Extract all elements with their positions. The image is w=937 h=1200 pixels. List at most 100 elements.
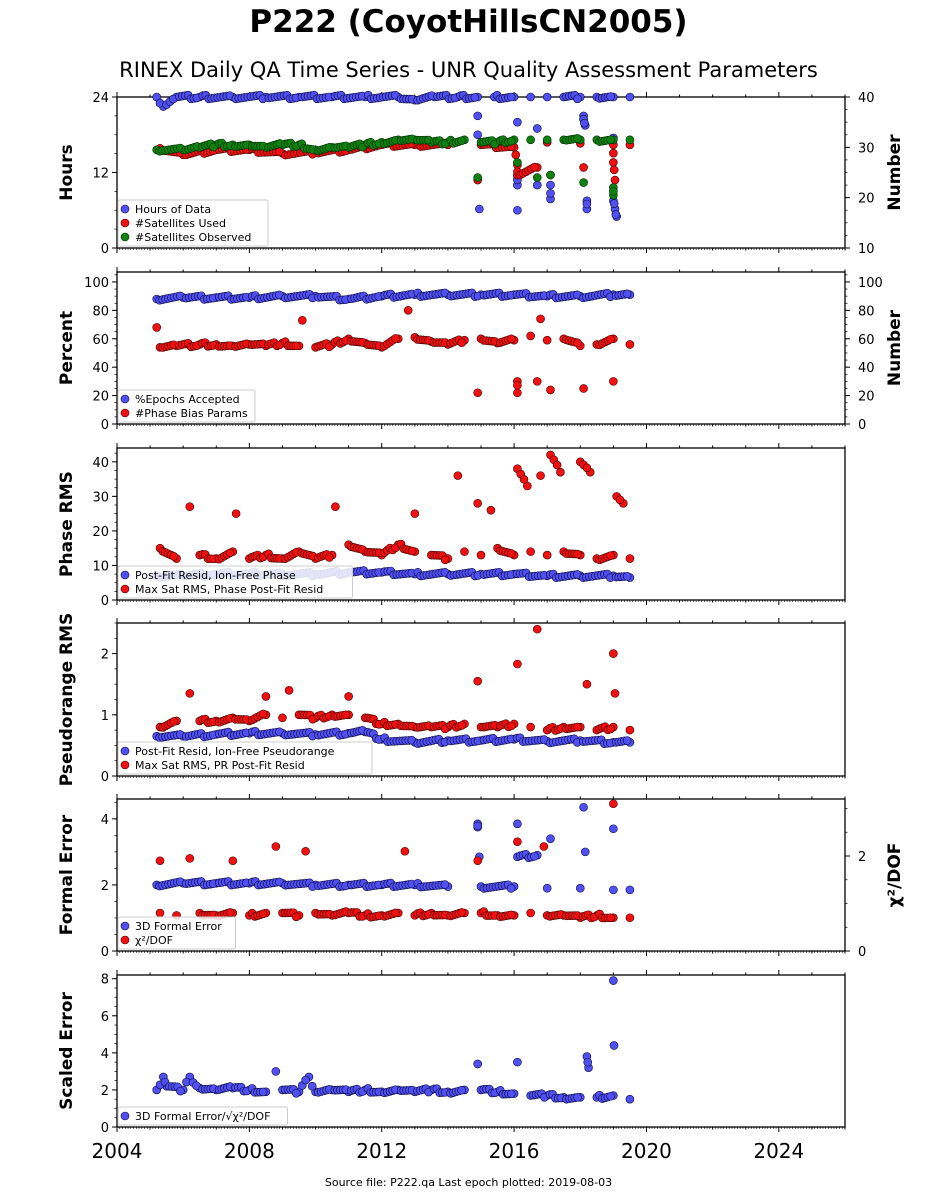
data-point (532, 173, 542, 182)
y-axis-label: Scaled Error (57, 992, 77, 1110)
data-point (475, 204, 484, 214)
data-point (609, 799, 618, 809)
y-tick-label: 0 (101, 770, 109, 785)
data-point (573, 338, 582, 348)
y-tick-label: 2 (101, 1084, 109, 1099)
y-right-tick-label: 0 (858, 945, 866, 960)
data-point (530, 162, 539, 172)
data-point (457, 136, 466, 145)
legend-marker (120, 746, 130, 756)
data-point (625, 725, 635, 735)
data-point (507, 910, 516, 920)
panel-6: 2004 2008 2012 2016 2020 2024 0 2 4 6 8 Scaled Erro… (57, 970, 846, 1163)
data-point (611, 210, 621, 219)
data-point (169, 552, 179, 561)
data-point (506, 884, 516, 893)
data-point (625, 92, 635, 102)
data-point (526, 331, 535, 341)
data-point (473, 676, 482, 686)
data-point (228, 856, 238, 866)
data-point (573, 1093, 582, 1102)
data-point (344, 692, 353, 701)
y-right-tick-label: 30 (858, 141, 875, 156)
y-tick-label: 60 (92, 333, 109, 348)
data-point (542, 92, 552, 102)
data-point (473, 1059, 482, 1069)
y-right-axis-label: Number (885, 309, 905, 386)
legend-box (117, 199, 269, 247)
legend-marker (120, 584, 130, 594)
data-point (579, 384, 588, 393)
data-point (457, 1085, 466, 1095)
data-point (473, 388, 482, 398)
data-point (513, 837, 522, 847)
y-tick-label: 100 (84, 276, 109, 291)
data-point (580, 847, 590, 857)
data-point (526, 92, 535, 102)
data-point (536, 471, 545, 480)
figure-title: P222 (CoyotHillsCN2005) (249, 4, 688, 40)
legend-label: #Phase Bias Params (135, 407, 248, 420)
data-point (526, 722, 535, 732)
data-point (610, 689, 620, 698)
legend-label: #Satellites Observed (135, 231, 251, 244)
y-right-tick-label: 20 (858, 390, 875, 405)
data-point (530, 852, 539, 861)
data-point (507, 334, 516, 344)
data-point (582, 199, 592, 209)
data-point (606, 92, 615, 101)
data-point (155, 908, 165, 918)
legend-label: χ²/DOF (135, 934, 173, 947)
y-right-tick-label: 10 (858, 242, 875, 257)
data-point (391, 908, 400, 918)
y-tick-label: 8 (101, 973, 109, 988)
y-right-tick-label: 2 (858, 850, 866, 865)
data-point (291, 341, 301, 351)
data-point (473, 111, 482, 121)
data-point (542, 335, 552, 345)
data-point (532, 180, 542, 190)
data-point (513, 659, 522, 669)
data-point (473, 498, 482, 508)
legend-box (117, 389, 256, 423)
data-point (225, 548, 235, 558)
data-point (486, 505, 496, 515)
legend-box (117, 916, 236, 950)
panel-4: 0 1 2 Pseudorange RMS Post-Fit Resid, Ion-Fr… (57, 613, 846, 786)
data-point (556, 467, 565, 477)
data-point (609, 148, 618, 158)
legend: Hours of Data#Satellites Used#Satellites… (117, 199, 269, 247)
data-point (573, 722, 582, 732)
data-point (546, 170, 555, 180)
y-tick-label: 2 (101, 879, 109, 894)
data-point (391, 334, 400, 343)
y-axis-label: Phase RMS (57, 471, 77, 577)
data-point (542, 883, 552, 893)
legend-label: 3D Formal Error (135, 920, 222, 933)
y-tick-label: 0 (101, 418, 109, 433)
data-point (582, 679, 592, 689)
data-point (507, 721, 516, 731)
data-point (261, 692, 271, 701)
data-point (513, 158, 522, 167)
legend-label: Max Sat RMS, Phase Post-Fit Resid (135, 583, 323, 596)
data-point (410, 509, 420, 518)
data-point (625, 913, 635, 923)
y-tick-label: 40 (92, 361, 109, 376)
data-point (152, 323, 162, 332)
y-tick-label: 10 (92, 559, 109, 574)
y-right-tick-label: 60 (858, 333, 875, 348)
data-point (606, 334, 615, 344)
data-point (609, 976, 618, 985)
legend-marker (120, 760, 130, 770)
legend-label: Hours of Data (135, 203, 211, 216)
data-point (473, 856, 482, 866)
data-point (609, 187, 618, 196)
legend-marker (120, 218, 130, 228)
data-point (606, 724, 615, 734)
data-point (542, 550, 552, 560)
legend-marker (120, 570, 130, 580)
data-point (546, 834, 555, 843)
